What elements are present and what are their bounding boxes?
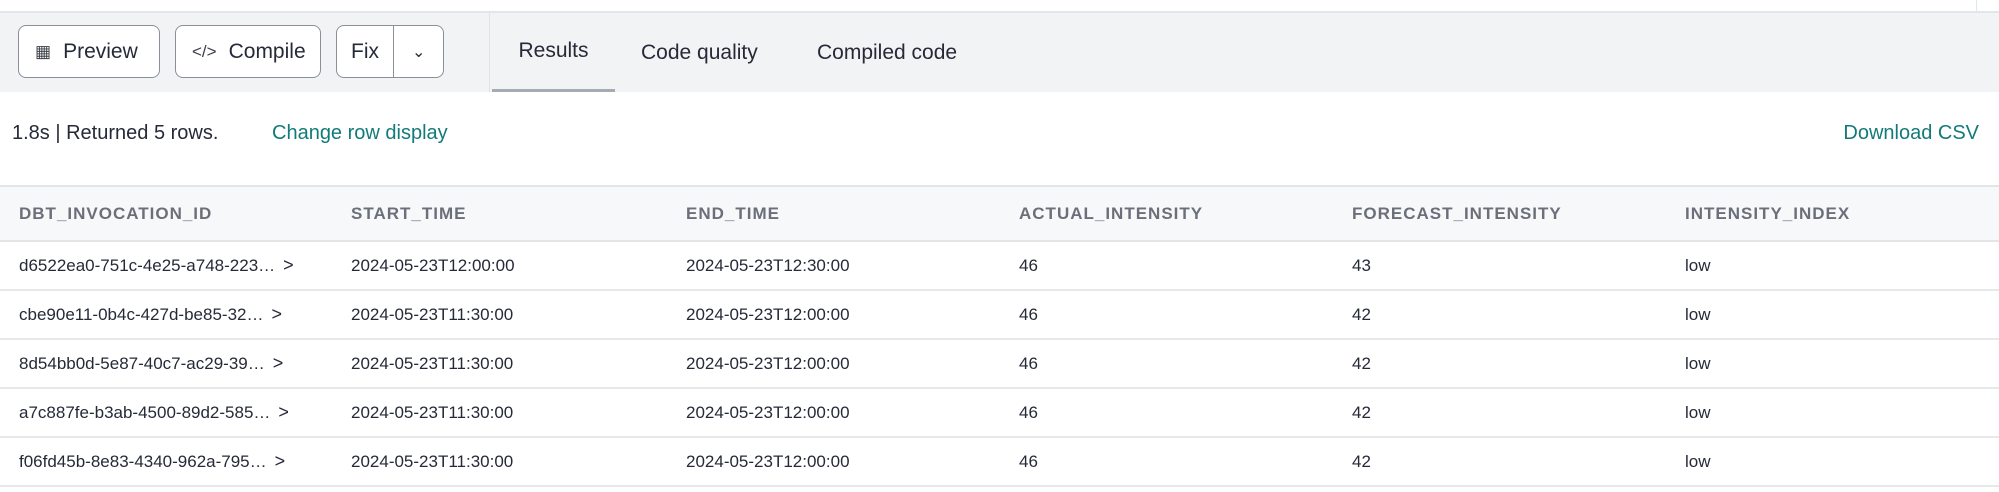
chevron-down-icon[interactable]: ⌄ [393,26,443,77]
table-cell: 46 [1000,339,1333,389]
table-cell: d6522ea0-751c-4e25-a748-223… > [0,241,332,291]
cell-value: 8d54bb0d-5e87-40c7-ac29-39… [19,354,265,373]
table-cell: 46 [1000,437,1333,487]
toolbar: ▦ Preview </> Compile Fix ⌄ Results Code q… [0,13,1999,92]
table-cell: 2024-05-23T12:30:00 [667,241,1000,291]
table-cell: 46 [1000,241,1333,291]
table-cell: cbe90e11-0b4c-427d-be85-32… > [0,290,332,340]
cell-value: low [1685,304,1711,324]
cell-value: 2024-05-23T12:30:00 [686,255,850,275]
table-cell: low [1666,290,1999,340]
cell-value: 2024-05-23T12:00:00 [686,353,850,373]
table-row: d6522ea0-751c-4e25-a748-223… >2024-05-23T… [0,241,1999,291]
cell-value: 43 [1352,255,1371,275]
table-cell: low [1666,388,1999,438]
table-cell: low [1666,339,1999,389]
cell-value: low [1685,255,1711,275]
cell-value: 46 [1019,255,1038,275]
query-status: 1.8s | Returned 5 rows. [12,122,219,144]
column-header[interactable]: ACTUAL_INTENSITY [1000,185,1333,242]
chevron-right-icon[interactable]: > [283,255,294,275]
table-row: a7c887fe-b3ab-4500-89d2-585… >2024-05-23T… [0,388,1999,438]
table-cell: 2024-05-23T12:00:00 [667,290,1000,340]
column-header[interactable]: END_TIME [667,185,1000,242]
cell-value: 2024-05-23T11:30:00 [351,451,514,471]
tab-results[interactable]: Results [492,13,615,92]
cell-value: a7c887fe-b3ab-4500-89d2-585… [19,403,271,422]
cell-value: 2024-05-23T12:00:00 [351,255,515,275]
code-icon: </> [192,41,217,61]
preview-label: Preview [63,39,138,63]
cell-value: 42 [1352,353,1371,373]
cell-value: 2024-05-23T12:00:00 [686,402,850,422]
column-header[interactable]: DBT_INVOCATION_ID [0,185,332,242]
table-cell: 2024-05-23T12:00:00 [667,437,1000,487]
cell-value: 2024-05-23T12:00:00 [686,451,850,471]
table-cell: 42 [1333,437,1666,487]
chevron-right-icon[interactable]: > [272,353,284,373]
cell-value: 42 [1352,451,1371,471]
table-row: 8d54bb0d-5e87-40c7-ac29-39… >2024-05-23T1… [0,339,1999,389]
cell-value: d6522ea0-751c-4e25-a748-223… [19,256,276,275]
compile-label: Compile [228,39,306,63]
table-cell: 42 [1333,388,1666,438]
table-row: f06fd45b-8e83-4340-962a-795… >2024-05-23T… [0,437,1999,487]
divider [1976,0,1977,13]
top-bar [0,0,1999,13]
cell-value: 46 [1019,402,1038,422]
cell-value: 46 [1019,353,1038,373]
table-cell: low [1666,241,1999,291]
chevron-right-icon[interactable]: > [278,402,289,422]
table-cell: 46 [1000,388,1333,438]
table-cell: low [1666,437,1999,487]
table-cell: 46 [1000,290,1333,340]
table-cell: 43 [1333,241,1666,291]
table-cell: 2024-05-23T11:30:00 [332,339,667,389]
table-cell: 42 [1333,290,1666,340]
cell-value: f06fd45b-8e83-4340-962a-795… [19,452,267,471]
cell-value: cbe90e11-0b4c-427d-be85-32… [19,305,264,324]
cell-value: 46 [1019,451,1038,471]
compile-button[interactable]: </> Compile [175,25,321,78]
divider [489,13,490,92]
table-cell: 2024-05-23T12:00:00 [332,241,667,291]
tab-code-quality[interactable]: Code quality [641,40,758,64]
table-cell: 2024-05-23T11:30:00 [332,388,667,438]
cell-value: 2024-05-23T11:30:00 [351,304,514,324]
table-cell: 2024-05-23T12:00:00 [667,339,1000,389]
tab-compiled-code[interactable]: Compiled code [817,40,958,64]
change-row-display-link[interactable]: Change row display [272,122,448,144]
table-cell: 42 [1333,339,1666,389]
table-row: cbe90e11-0b4c-427d-be85-32… >2024-05-23T1… [0,290,1999,340]
table-icon: ▦ [35,41,52,61]
column-header[interactable]: FORECAST_INTENSITY [1333,185,1666,242]
cell-value: 2024-05-23T11:30:00 [351,402,514,422]
cell-value: 42 [1352,304,1371,324]
results-table: DBT_INVOCATION_ID START_TIME END_TIME ACTUA… [0,185,1999,487]
cell-value: 2024-05-23T11:30:00 [351,353,514,373]
chevron-right-icon[interactable]: > [271,304,282,324]
table-cell: a7c887fe-b3ab-4500-89d2-585… > [0,388,332,438]
chevron-right-icon[interactable]: > [274,451,286,471]
preview-button[interactable]: ▦ Preview [18,25,160,78]
cell-value: 2024-05-23T12:00:00 [686,304,850,324]
table-cell: 2024-05-23T11:30:00 [332,290,667,340]
table-cell: 2024-05-23T12:00:00 [667,388,1000,438]
cell-value: low [1685,451,1711,471]
cell-value: 42 [1352,402,1371,422]
cell-value: low [1685,402,1711,422]
fix-button-group: Fix ⌄ [336,25,444,78]
download-csv-link[interactable]: Download CSV [1843,122,1979,144]
table-header-row: DBT_INVOCATION_ID START_TIME END_TIME ACTUA… [0,185,1999,242]
column-header[interactable]: INTENSITY_INDEX [1666,185,1999,242]
cell-value: 46 [1019,304,1038,324]
cell-value: low [1685,353,1711,373]
table-cell: f06fd45b-8e83-4340-962a-795… > [0,437,332,487]
fix-button[interactable]: Fix [351,39,379,63]
table-cell: 8d54bb0d-5e87-40c7-ac29-39… > [0,339,332,389]
table-cell: 2024-05-23T11:30:00 [332,437,667,487]
column-header[interactable]: START_TIME [332,185,667,242]
